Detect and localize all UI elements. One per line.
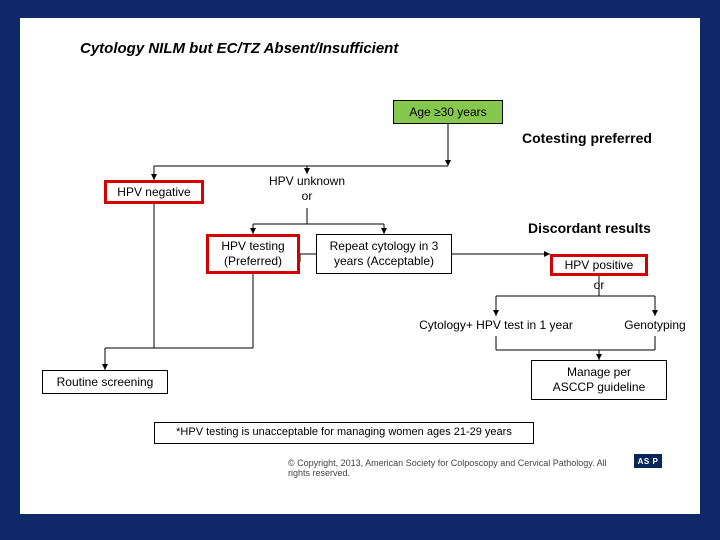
node-hpv_testing: HPV testing(Preferred) <box>206 234 300 274</box>
node-hpv-pos-or: or <box>550 278 648 293</box>
copyright-text: © Copyright, 2013, American Society for … <box>288 458 628 478</box>
node-hpv_neg: HPV negative <box>104 180 204 204</box>
annotation-discordant: Discordant results <box>528 220 651 236</box>
node-genotyping: Genotyping <box>615 318 695 338</box>
node-routine: Routine screening <box>42 370 168 394</box>
node-repeat3: Repeat cytology in 3years (Acceptable) <box>316 234 452 274</box>
annotation-cotesting: Cotesting preferred <box>522 130 652 146</box>
node-hpv_pos: HPV positive <box>550 254 648 276</box>
slide-canvas: Cytology NILM but EC/TZ Absent/Insuffici… <box>20 18 700 514</box>
node-manage: Manage perASCCP guideline <box>531 360 667 400</box>
ascp-logo: AS P <box>634 454 662 468</box>
slide-title: Cytology NILM but EC/TZ Absent/Insuffici… <box>80 40 398 57</box>
footnote-text: *HPV testing is unacceptable for managin… <box>176 426 512 440</box>
node-cotest1: Cytology+ HPV test in 1 year <box>410 318 582 338</box>
node-age30: Age ≥30 years <box>393 100 503 124</box>
footnote-box: *HPV testing is unacceptable for managin… <box>154 422 534 444</box>
node-hpv_unknown: HPV unknownor <box>257 174 357 208</box>
